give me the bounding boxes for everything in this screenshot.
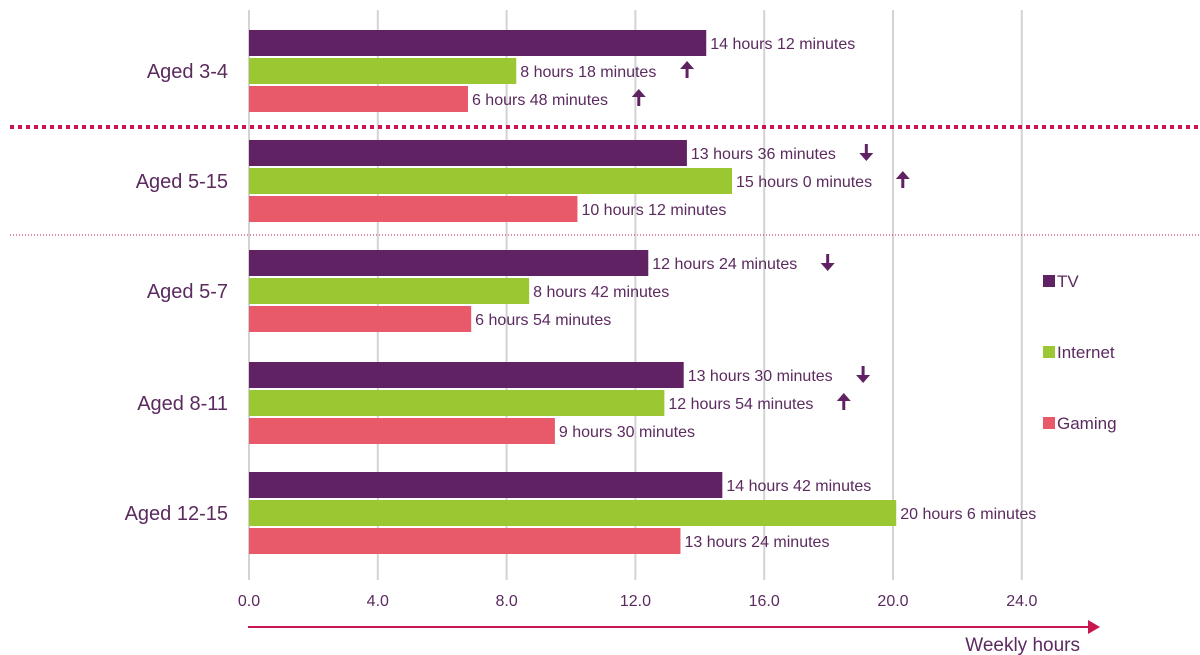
trend-down-arrow-icon — [820, 254, 835, 271]
x-tick-label: 8.0 — [495, 593, 517, 610]
data-label: 20 hours 6 minutes — [900, 506, 1036, 523]
category-label: Aged 12-15 — [125, 503, 228, 525]
bar-tv — [249, 472, 723, 498]
data-label: 13 hours 36 minutes — [691, 146, 836, 163]
data-label: 10 hours 12 minutes — [581, 202, 726, 219]
data-label: 15 hours 0 minutes — [736, 174, 872, 191]
data-label: 6 hours 48 minutes — [472, 92, 608, 109]
trend-up-arrow-icon — [836, 393, 851, 410]
x-axis-arrow-head — [1088, 620, 1100, 634]
trend-arrows — [631, 61, 910, 410]
bar-internet — [249, 390, 665, 416]
trend-up-arrow-icon — [895, 171, 910, 188]
x-axis-title: Weekly hours — [965, 635, 1080, 655]
bar-gaming — [249, 306, 472, 332]
trend-up-arrow-icon — [631, 89, 646, 106]
trend-down-arrow-icon — [856, 366, 871, 383]
x-tick-label: 0.0 — [238, 593, 260, 610]
category-labels: Aged 3-4 Aged 5-15 Aged 5-7 Aged 8-11 Aged 1… — [125, 61, 228, 525]
bar-internet — [249, 168, 732, 194]
x-tick-label: 4.0 — [367, 593, 389, 610]
data-label: 14 hours 12 minutes — [710, 36, 855, 53]
trend-down-arrow-icon — [859, 144, 874, 161]
legend-swatch-gaming — [1043, 417, 1055, 429]
legend-label-gaming: Gaming — [1057, 414, 1117, 433]
legend-label-tv: TV — [1057, 272, 1079, 291]
bar-tv — [249, 250, 649, 276]
category-label: Aged 3-4 — [147, 61, 228, 83]
bar-tv — [249, 30, 707, 56]
data-label: 12 hours 24 minutes — [652, 256, 797, 273]
legend: TV Internet Gaming — [1043, 272, 1117, 433]
bars — [249, 30, 897, 554]
data-label: 8 hours 18 minutes — [520, 64, 656, 81]
category-label: Aged 8-11 — [137, 393, 228, 415]
data-label: 13 hours 24 minutes — [684, 534, 829, 551]
data-labels: 14 hours 12 minutes 8 hours 18 minutes 6 h… — [472, 36, 1036, 551]
data-label: 6 hours 54 minutes — [475, 312, 611, 329]
bar-internet — [249, 58, 517, 84]
bar-gaming — [249, 86, 468, 112]
x-tick-label: 16.0 — [749, 593, 780, 610]
bar-internet — [249, 278, 530, 304]
bar-tv — [249, 362, 684, 388]
bar-internet — [249, 500, 897, 526]
trend-up-arrow-icon — [680, 61, 695, 78]
data-label: 9 hours 30 minutes — [559, 424, 695, 441]
x-tick-label: 24.0 — [1006, 593, 1037, 610]
legend-label-internet: Internet — [1057, 343, 1115, 362]
x-tick-labels: 0.0 4.0 8.0 12.0 16.0 20.0 24.0 — [238, 593, 1038, 610]
x-tick-label: 20.0 — [877, 593, 908, 610]
bar-gaming — [249, 418, 555, 444]
data-label: 12 hours 54 minutes — [668, 396, 813, 413]
legend-swatch-tv — [1043, 275, 1055, 287]
category-label: Aged 5-15 — [136, 171, 228, 193]
legend-swatch-internet — [1043, 346, 1055, 358]
bar-gaming — [249, 528, 681, 554]
data-label: 8 hours 42 minutes — [533, 284, 669, 301]
data-label: 14 hours 42 minutes — [726, 478, 871, 495]
separators — [10, 125, 1200, 236]
bar-tv — [249, 140, 687, 166]
x-axis-title-group: Weekly hours — [248, 620, 1100, 655]
data-label: 13 hours 30 minutes — [688, 368, 833, 385]
bar-gaming — [249, 196, 578, 222]
category-label: Aged 5-7 — [147, 281, 228, 303]
x-tick-label: 12.0 — [620, 593, 651, 610]
